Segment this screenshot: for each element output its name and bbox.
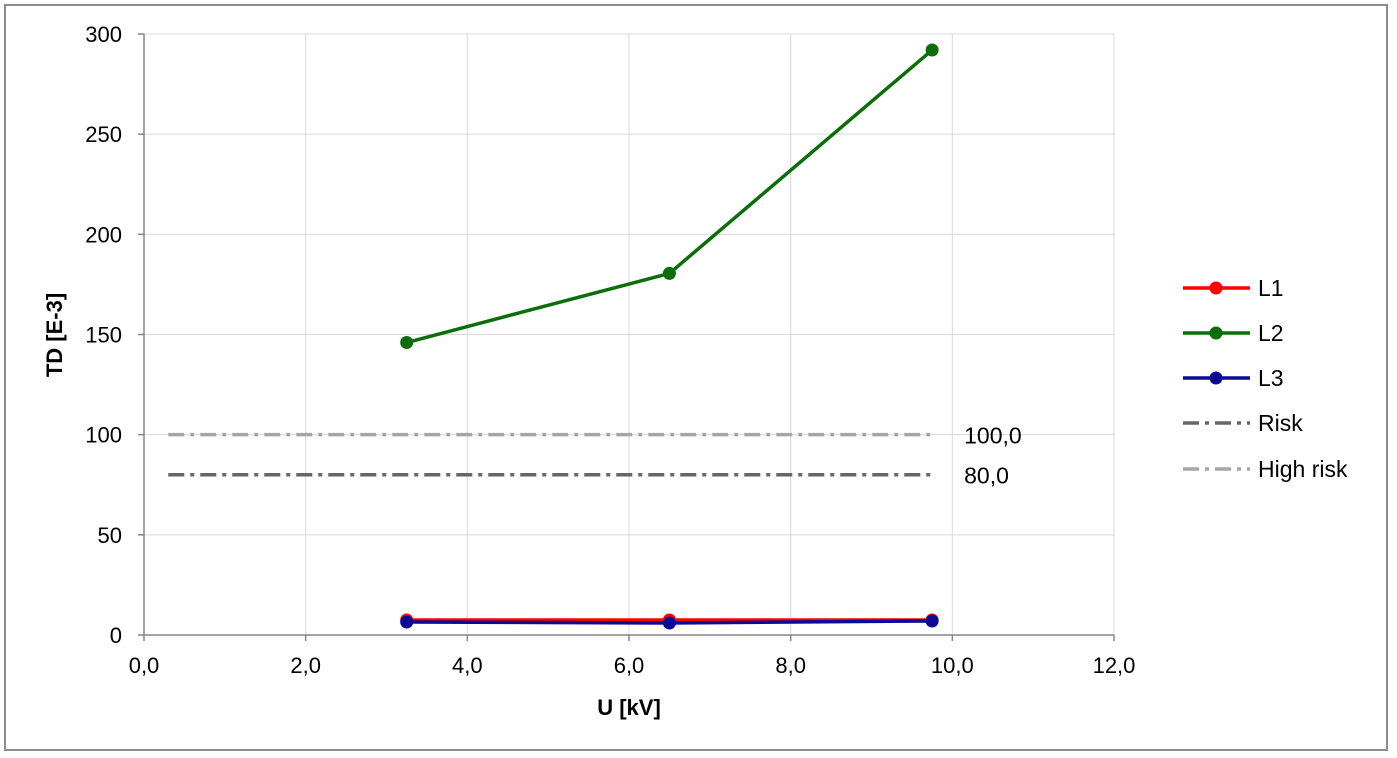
- series-line-l2: [406, 48, 934, 345]
- x-tick-label: 4,0: [452, 653, 483, 678]
- data-point-l3: [400, 615, 414, 629]
- x-tick-labels: 0,0 2,0 4,0 6,0 8,0 10,0 12,0: [129, 653, 1136, 678]
- legend-label-high-risk: High risk: [1258, 456, 1348, 482]
- axes: [138, 33, 1115, 641]
- y-tick-label: 200: [85, 222, 122, 247]
- data-point-l2: [662, 266, 676, 280]
- y-axis-title: TD [E-3]: [42, 293, 67, 377]
- data-point-l2: [925, 43, 939, 57]
- x-axis-title: U [kV]: [597, 695, 661, 720]
- reference-label-high-risk: 100,0: [964, 423, 1022, 449]
- legend: L1 L2 L3 Risk High risk: [1183, 275, 1348, 482]
- x-tick-label: 0,0: [129, 653, 160, 678]
- plot-area: [168, 43, 939, 630]
- legend-item-l3: L3: [1183, 365, 1284, 391]
- grid-lines: [144, 33, 1115, 635]
- legend-item-high-risk: High risk: [1183, 456, 1348, 482]
- data-point-l3: [925, 614, 939, 628]
- reference-label-risk: 80,0: [964, 463, 1009, 489]
- y-tick-label: 0: [110, 623, 122, 648]
- reference-labels: 100,0 80,0: [964, 423, 1022, 489]
- data-point-l2: [400, 336, 414, 350]
- legend-item-l1: L1: [1183, 275, 1284, 301]
- legend-label-l3: L3: [1258, 365, 1284, 391]
- x-tick-label: 12,0: [1093, 653, 1136, 678]
- chart-frame: [4, 4, 1388, 751]
- legend-label-l1: L1: [1258, 275, 1284, 301]
- y-tick-label: 250: [85, 122, 122, 147]
- y-tick-label: 50: [98, 523, 122, 548]
- legend-item-risk: Risk: [1183, 410, 1303, 436]
- legend-item-l2: L2: [1183, 320, 1284, 346]
- x-tick-label: 2,0: [290, 653, 321, 678]
- legend-label-l2: L2: [1258, 320, 1284, 346]
- y-tick-label: 150: [85, 323, 122, 348]
- x-tick-label: 8,0: [775, 653, 806, 678]
- legend-marker-l1: [1209, 281, 1223, 295]
- legend-label-risk: Risk: [1258, 410, 1303, 436]
- y-tick-labels: 0 50 100 150 200 250 300: [85, 22, 122, 648]
- legend-marker-l3: [1209, 371, 1223, 385]
- x-tick-label: 6,0: [614, 653, 645, 678]
- x-tick-label: 10,0: [931, 653, 974, 678]
- legend-marker-l2: [1209, 326, 1223, 340]
- y-tick-label: 100: [85, 423, 122, 448]
- data-point-l3: [662, 616, 676, 630]
- y-tick-label: 300: [85, 22, 122, 47]
